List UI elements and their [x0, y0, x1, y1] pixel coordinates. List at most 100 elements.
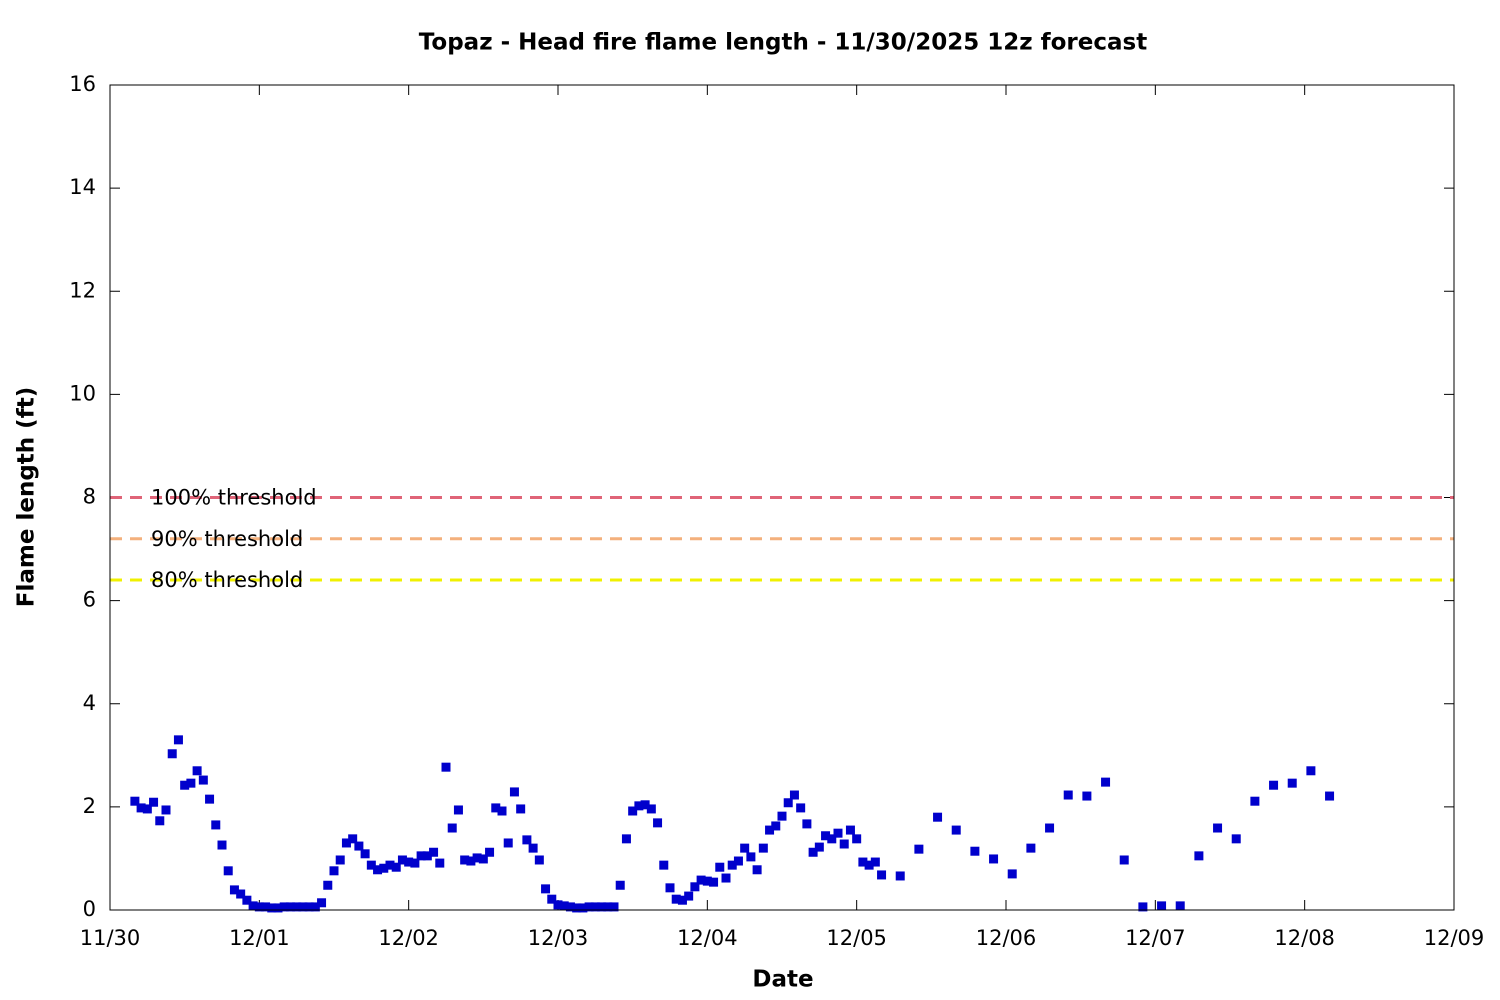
y-tick-label: 2 — [83, 794, 96, 818]
x-tick-label: 12/03 — [528, 926, 589, 950]
point — [733, 856, 743, 866]
point — [659, 860, 669, 870]
point — [229, 885, 239, 895]
x-axis-label: Date — [752, 967, 813, 993]
point — [379, 863, 389, 873]
chart-title: Topaz - Head fire flame length - 11/30/2… — [419, 30, 1147, 56]
point — [310, 902, 320, 912]
point — [429, 847, 439, 857]
point — [1138, 902, 1148, 912]
point — [783, 798, 793, 808]
point — [777, 811, 787, 821]
point — [590, 902, 600, 912]
point — [721, 873, 731, 883]
point — [149, 797, 159, 807]
point — [640, 800, 650, 810]
point — [1119, 855, 1129, 865]
point — [553, 900, 563, 910]
point — [509, 787, 519, 797]
y-tick-label: 14 — [69, 175, 96, 199]
point — [758, 843, 768, 853]
point — [416, 851, 426, 861]
point — [354, 841, 364, 851]
x-tick-label: 12/06 — [976, 926, 1037, 950]
point — [1157, 901, 1167, 911]
point — [173, 735, 183, 745]
point — [1101, 777, 1111, 787]
point — [373, 865, 383, 875]
point — [366, 860, 376, 870]
plot-border — [109, 84, 1455, 911]
point — [1194, 851, 1204, 861]
point — [223, 866, 233, 876]
point — [565, 902, 575, 912]
point — [329, 866, 339, 876]
point — [671, 894, 681, 904]
point — [211, 820, 221, 830]
point — [472, 853, 482, 863]
point — [447, 823, 457, 833]
point — [267, 903, 277, 913]
x-tick-label: 12/01 — [229, 926, 290, 950]
point — [180, 780, 190, 790]
point — [1045, 823, 1055, 833]
point — [814, 842, 824, 852]
point — [609, 902, 619, 912]
point — [740, 843, 750, 853]
point — [491, 803, 501, 813]
point — [261, 902, 271, 912]
point — [615, 880, 625, 890]
point — [298, 902, 308, 912]
point — [833, 828, 843, 838]
point — [161, 805, 171, 815]
point — [989, 854, 999, 864]
point — [441, 762, 451, 772]
point — [752, 865, 762, 875]
point — [1213, 823, 1223, 833]
threshold-label: 100% threshold — [151, 486, 317, 510]
point — [279, 902, 289, 912]
point — [404, 857, 414, 867]
point — [503, 838, 513, 848]
point — [497, 806, 507, 816]
point — [684, 891, 694, 901]
point — [460, 855, 470, 865]
point — [192, 766, 202, 776]
point — [242, 895, 252, 905]
point — [236, 889, 246, 899]
point — [1287, 778, 1297, 788]
point — [1325, 791, 1335, 801]
point — [198, 775, 208, 785]
point — [217, 840, 227, 850]
point — [665, 883, 675, 893]
y-tick-label: 10 — [69, 381, 96, 405]
point — [292, 902, 302, 912]
point — [547, 894, 557, 904]
point — [771, 821, 781, 831]
point — [317, 898, 327, 908]
point — [603, 902, 613, 912]
point — [1007, 869, 1017, 879]
point — [323, 880, 333, 890]
point — [385, 860, 395, 870]
point — [248, 901, 258, 911]
point — [827, 834, 837, 844]
point — [273, 903, 283, 913]
point — [578, 903, 588, 913]
point — [845, 825, 855, 835]
point — [864, 860, 874, 870]
point — [634, 801, 644, 811]
point — [951, 825, 961, 835]
point — [653, 818, 663, 828]
point — [142, 804, 152, 814]
point — [572, 903, 582, 913]
point — [541, 884, 551, 894]
point — [391, 862, 401, 872]
point — [304, 902, 314, 912]
point — [1082, 791, 1092, 801]
x-tick-label: 12/05 — [826, 926, 887, 950]
point — [1269, 780, 1279, 790]
point — [453, 805, 463, 815]
point — [597, 902, 607, 912]
